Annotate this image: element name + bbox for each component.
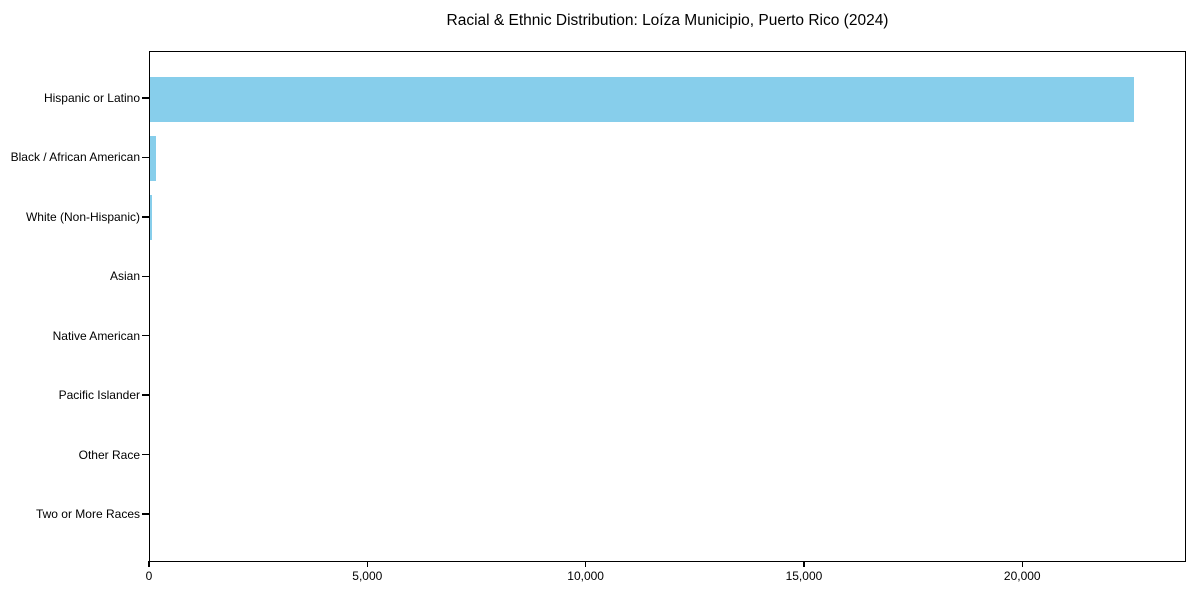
chart-title: Racial & Ethnic Distribution: Loíza Muni… [446, 12, 889, 29]
y-tick-label: Hispanic or Latino [43, 91, 140, 105]
y-tick-mark [142, 394, 149, 396]
y-tick-label: White (Non-Hispanic) [25, 209, 140, 224]
y-tick-mark [142, 216, 149, 218]
y-tick-label: Other Race [78, 447, 140, 462]
x-tick-label: 5,000 [352, 569, 383, 583]
bar-black-african-american [150, 135, 156, 181]
y-tick-mark [142, 275, 149, 278]
x-tick-mark [1021, 561, 1023, 567]
plot-area [149, 51, 1186, 562]
y-axis-labels: Hispanic or Latino Black / African Americ… [0, 51, 140, 562]
y-tick-label: Native American [52, 328, 140, 343]
bar-white-non-hispanic [150, 195, 152, 241]
y-tick-mark [142, 156, 149, 159]
x-tick-mark [803, 561, 805, 567]
x-tick-mark [584, 561, 587, 567]
y-tick-label: Two or More Races [35, 507, 140, 521]
y-tick-label: Black / African American [10, 150, 140, 165]
x-tick-mark [366, 561, 369, 567]
x-tick-label: 0 [145, 569, 153, 583]
x-tick-label: 15,000 [785, 569, 823, 583]
y-tick-mark [142, 334, 149, 337]
bar-hispanic-or-latino [150, 76, 1134, 122]
y-tick-label: Pacific Islander [58, 388, 140, 403]
y-tick-mark [142, 513, 149, 515]
x-tick-label: 20,000 [1003, 569, 1041, 583]
y-tick-mark [142, 453, 149, 456]
x-tick-label: 10,000 [567, 569, 604, 583]
x-tick-mark [148, 561, 150, 567]
y-tick-mark [142, 97, 149, 99]
y-tick-label: Asian [109, 269, 140, 284]
